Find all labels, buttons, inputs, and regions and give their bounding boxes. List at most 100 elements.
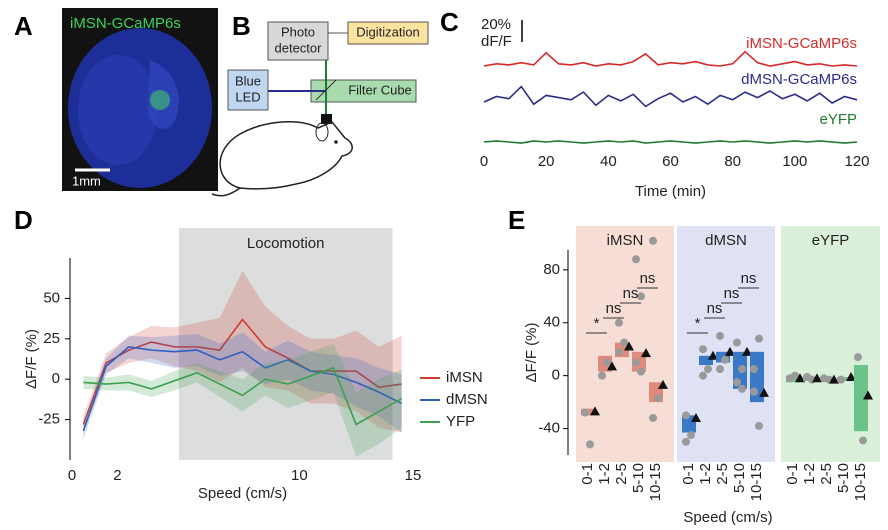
error-band	[219, 332, 243, 376]
y-tick-label: -40	[538, 420, 560, 437]
error-band	[106, 337, 129, 373]
x-tick-label: 0	[68, 467, 76, 484]
led-box	[227, 69, 269, 111]
panel-label: C	[440, 7, 459, 37]
implant	[321, 114, 332, 124]
mean-marker	[658, 379, 668, 389]
data-point	[755, 421, 763, 430]
error-band	[197, 317, 220, 383]
x-tick-label: 10-15	[647, 463, 664, 501]
x-tick-label: 5-10	[835, 463, 852, 493]
photo-detector-label: Photo	[281, 24, 315, 39]
panel-a: iMSN-GCaMP6s 1mm	[62, 8, 218, 191]
y-axis-label: ΔF/F (%)	[523, 322, 540, 382]
x-tick-label: 5-10	[731, 463, 748, 493]
scale-bar-unit: dF/F	[481, 33, 512, 50]
error-band	[378, 367, 402, 433]
data-point	[733, 338, 741, 347]
x-axis-label: Speed (cm/s)	[683, 509, 772, 526]
shade-label: Locomotion	[247, 235, 325, 252]
data-point	[581, 408, 589, 417]
data-point	[615, 318, 623, 327]
mouse-eye	[334, 140, 338, 144]
shaded-region	[178, 228, 393, 460]
error-band	[265, 340, 288, 385]
data-point	[750, 365, 758, 374]
significance-label: ns	[623, 285, 639, 302]
mean-marker	[725, 346, 735, 356]
x-tick-label: 60	[662, 153, 679, 170]
y-tick-label: 0	[552, 367, 560, 384]
error-band	[265, 306, 288, 391]
x-tick-label: 100	[782, 153, 807, 170]
data-point	[687, 431, 695, 440]
error-band	[151, 335, 175, 368]
data-point	[649, 236, 657, 245]
data-point	[704, 365, 712, 374]
data-point	[750, 387, 758, 396]
x-tick-label: 5-10	[630, 463, 647, 493]
data-point	[716, 331, 724, 340]
scale-bar-label: 1mm	[72, 173, 101, 188]
dichroic	[315, 79, 337, 101]
led-label: Blue	[235, 73, 261, 88]
significance-label: ns	[640, 270, 656, 287]
data-point	[603, 358, 611, 367]
data-point	[637, 367, 645, 376]
x-tick-label: 10-15	[852, 463, 869, 501]
y-tick-label: 40	[543, 314, 560, 331]
series-line	[483, 85, 858, 108]
x-tick-label: 10-15	[748, 463, 765, 501]
mean-marker	[863, 390, 873, 400]
x-tick-label: 15	[405, 467, 422, 484]
photo-detector-label: detector	[275, 40, 323, 55]
data-point	[755, 334, 763, 343]
error-band	[242, 332, 266, 385]
series-label: iMSN-GCaMP6s	[746, 35, 857, 52]
error-band	[128, 325, 152, 364]
data-point	[738, 365, 746, 374]
legend-label: YFP	[446, 413, 475, 430]
photo-detector-box	[267, 21, 329, 61]
significance-label: ns	[741, 270, 757, 287]
x-tick-label: 0-1	[784, 463, 801, 485]
panel-label: A	[14, 11, 33, 41]
significance-label: ns	[606, 300, 622, 317]
x-tick-label: 2-5	[613, 463, 630, 485]
series-line	[83, 366, 403, 426]
mean-marker	[846, 371, 856, 381]
x-tick-label: 1-2	[801, 463, 818, 485]
x-tick-label: 0-1	[579, 463, 596, 485]
mouse	[211, 121, 353, 197]
error-band	[333, 343, 357, 457]
error-band	[378, 369, 402, 444]
data-point	[699, 345, 707, 354]
x-tick-label: 1-2	[697, 463, 714, 485]
data-point	[649, 413, 657, 422]
legend-label: iMSN	[446, 369, 483, 386]
error-band	[197, 363, 220, 397]
mean-marker	[759, 387, 769, 397]
y-tick-label: 25	[43, 330, 60, 347]
significance-label: *	[594, 315, 600, 332]
expression-spot	[150, 90, 170, 110]
error-band	[219, 371, 243, 412]
y-axis-label: ΔF/F (%)	[23, 329, 40, 389]
mean-marker	[742, 346, 752, 356]
mean-marker	[607, 361, 617, 371]
data-point	[716, 365, 724, 374]
x-tick-label: 80	[724, 153, 741, 170]
data-point	[791, 371, 799, 380]
x-tick-label: 0-1	[680, 463, 697, 485]
series-line	[82, 346, 402, 432]
error-band	[242, 270, 266, 388]
box	[854, 365, 868, 432]
data-point	[654, 394, 662, 403]
significance-label: *	[695, 315, 701, 332]
series-label: eYFP	[819, 111, 857, 128]
mean-marker	[641, 348, 651, 358]
filter-cube-label: Filter Cube	[348, 82, 412, 97]
x-tick-label: 120	[844, 153, 869, 170]
tissue	[78, 55, 158, 165]
